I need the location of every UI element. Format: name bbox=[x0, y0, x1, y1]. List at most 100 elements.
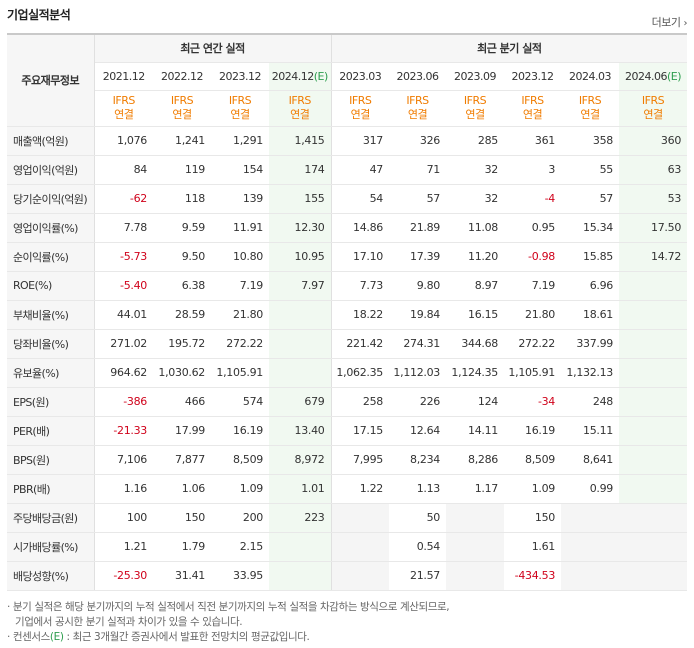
table-cell: 50 bbox=[389, 502, 447, 533]
table-cell: 174 bbox=[269, 155, 332, 185]
table-cell: 3 bbox=[504, 155, 562, 185]
table-cell: -34 bbox=[504, 386, 562, 417]
table-cell bbox=[446, 561, 505, 591]
table-cell: 13.40 bbox=[269, 416, 332, 446]
table-cell: 7,106 bbox=[94, 445, 153, 475]
table-cell: 1.13 bbox=[389, 474, 447, 504]
table-cell: 16.19 bbox=[211, 416, 269, 446]
table-cell: 55 bbox=[561, 155, 620, 185]
table-row: ROE(%) -5.40 6.38 7.19 7.97 7.73 9.80 8.97 7.19 6… bbox=[7, 271, 688, 301]
table-cell bbox=[619, 502, 688, 533]
table-cell: 7.19 bbox=[211, 271, 269, 301]
table-cell: 7.78 bbox=[94, 212, 153, 243]
table-row: 영업이익(억원) 84 119 154 174 47 71 32 3 55 63 bbox=[7, 155, 688, 185]
table-cell: 16.15 bbox=[446, 300, 505, 330]
table-cell bbox=[269, 532, 332, 562]
row-label: 영업이익(억원) bbox=[7, 155, 95, 185]
table-cell: 8,286 bbox=[446, 445, 505, 475]
table-cell: 12.64 bbox=[389, 416, 447, 446]
table-cell: 53 bbox=[619, 184, 688, 214]
table-cell: 100 bbox=[94, 502, 153, 533]
financial-table: 주요재무정보 최근 연간 실적 최근 분기 실적 2021.12 2022.12 2… bbox=[7, 33, 688, 591]
row-label: EPS(원) bbox=[7, 386, 95, 417]
table-cell bbox=[619, 532, 688, 562]
table-cell: 17.10 bbox=[331, 242, 390, 272]
table-cell: 11.91 bbox=[211, 212, 269, 243]
table-cell: -62 bbox=[94, 184, 153, 214]
table-cell: 17.15 bbox=[331, 416, 390, 446]
table-cell: 6.38 bbox=[153, 271, 211, 301]
table-cell: 7,995 bbox=[331, 445, 390, 475]
more-link[interactable]: 더보기 › bbox=[652, 14, 688, 30]
table-cell: 1,105.91 bbox=[211, 358, 269, 388]
table-cell bbox=[619, 271, 688, 301]
table-cell: 47 bbox=[331, 155, 390, 185]
row-label: 유보율(%) bbox=[7, 358, 95, 388]
table-cell: -434.53 bbox=[504, 561, 562, 591]
table-cell: 466 bbox=[153, 386, 211, 417]
row-label: ROE(%) bbox=[7, 271, 95, 301]
table-cell: 11.08 bbox=[446, 212, 505, 243]
table-cell: 9.59 bbox=[153, 212, 211, 243]
table-cell: 574 bbox=[211, 386, 269, 417]
table-cell: 17.50 bbox=[619, 212, 688, 243]
table-cell: -21.33 bbox=[94, 416, 153, 446]
table-cell: 15.11 bbox=[561, 416, 620, 446]
period-header: 2023.03 bbox=[331, 62, 390, 91]
table-cell: 1.17 bbox=[446, 474, 505, 504]
table-cell: 679 bbox=[269, 386, 332, 417]
table-cell: 7.19 bbox=[504, 271, 562, 301]
table-cell: 1,124.35 bbox=[446, 358, 505, 388]
footnote-1: · 분기 실적은 해당 분기까지의 누적 실적에서 직전 분기까지의 누적 실적… bbox=[7, 601, 450, 613]
row-label: BPS(원) bbox=[7, 445, 95, 475]
table-cell: 84 bbox=[94, 155, 153, 185]
table-cell: 119 bbox=[153, 155, 211, 185]
table-cell: -0.98 bbox=[504, 242, 562, 272]
table-cell: 21.89 bbox=[389, 212, 447, 243]
table-cell: 1,112.03 bbox=[389, 358, 447, 388]
table-cell bbox=[561, 502, 620, 533]
table-cell: 21.57 bbox=[389, 561, 447, 591]
table-cell: 8,509 bbox=[211, 445, 269, 475]
footnote-2: 기업에서 공시한 분기 실적과 차이가 있을 수 있습니다. bbox=[15, 616, 243, 628]
table-cell: 6.96 bbox=[561, 271, 620, 301]
table-cell bbox=[619, 358, 688, 388]
table-cell: 2.15 bbox=[211, 532, 269, 562]
table-row: 순이익률(%) -5.73 9.50 10.80 10.95 17.10 17.39 11.2… bbox=[7, 242, 688, 272]
table-cell bbox=[619, 386, 688, 417]
table-cell: 33.95 bbox=[211, 561, 269, 591]
table-cell: 337.99 bbox=[561, 329, 620, 359]
table-cell: 964.62 bbox=[94, 358, 153, 388]
table-cell: 344.68 bbox=[446, 329, 505, 359]
table-cell: 1,415 bbox=[269, 125, 332, 156]
table-cell bbox=[619, 416, 688, 446]
ifrs-header: IFRS 연결 bbox=[211, 90, 269, 127]
table-cell: 8,641 bbox=[561, 445, 620, 475]
table-cell: 139 bbox=[211, 184, 269, 214]
table-cell bbox=[331, 561, 390, 591]
row-label: 당기순이익(억원) bbox=[7, 184, 95, 214]
table-cell: 1.79 bbox=[153, 532, 211, 562]
table-cell: 9.50 bbox=[153, 242, 211, 272]
ifrs-header: IFRS 연결 bbox=[153, 90, 211, 127]
table-cell: 18.22 bbox=[331, 300, 390, 330]
table-cell: 360 bbox=[619, 125, 688, 156]
table-cell: 10.95 bbox=[269, 242, 332, 272]
table-row: 배당성향(%) -25.30 31.41 33.95 21.57 -434.53 bbox=[7, 561, 688, 591]
table-cell: 223 bbox=[269, 502, 332, 533]
table-cell bbox=[269, 358, 332, 388]
ifrs-header: IFRS 연결 bbox=[269, 90, 332, 127]
table-cell: 1,241 bbox=[153, 125, 211, 156]
table-row: PER(배) -21.33 17.99 16.19 13.40 17.15 12.64 14.… bbox=[7, 416, 688, 446]
section-title: 기업실적분석 bbox=[7, 8, 71, 22]
table-cell: 1,132.13 bbox=[561, 358, 620, 388]
table-row: 당기순이익(억원) -62 118 139 155 54 57 32 -4 57 53 bbox=[7, 184, 688, 214]
period-header: 2024.06(E) bbox=[619, 62, 688, 91]
table-row: BPS(원) 7,106 7,877 8,509 8,972 7,995 8,234 8,28… bbox=[7, 445, 688, 475]
table-row: 주당배당금(원) 100 150 200 223 50 150 bbox=[7, 502, 688, 533]
table-cell: 285 bbox=[446, 125, 505, 156]
table-cell bbox=[446, 532, 505, 562]
table-cell: 361 bbox=[504, 125, 562, 156]
table-cell: 63 bbox=[619, 155, 688, 185]
table-cell: -4 bbox=[504, 184, 562, 214]
